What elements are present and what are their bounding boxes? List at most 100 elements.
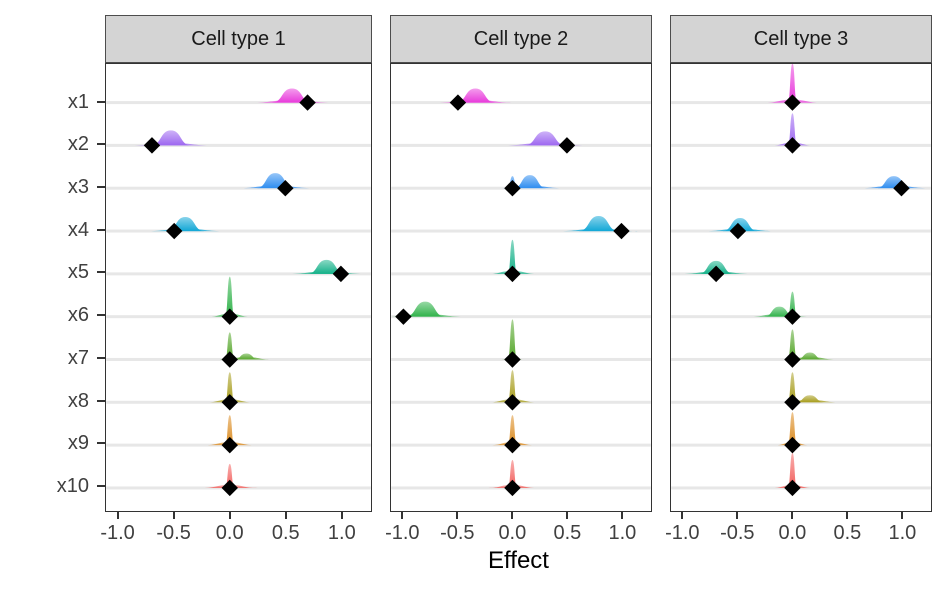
x-tick-label: 1.0 xyxy=(327,522,356,544)
y-tick-mark xyxy=(97,399,105,402)
point-diamond-x2 xyxy=(143,137,161,154)
point-diamond-x2 xyxy=(558,137,576,154)
density-x10 xyxy=(225,463,235,488)
y-tick-label: x6 xyxy=(67,304,89,327)
x-tick-label: 1.0 xyxy=(608,522,637,544)
x-tick-mark xyxy=(791,512,794,519)
density-x2 xyxy=(150,130,191,146)
y-tick-label: x2 xyxy=(67,133,89,156)
point-diamond-x8 xyxy=(221,394,238,411)
gridline xyxy=(106,229,371,233)
x-tick-mark xyxy=(566,512,569,519)
gridline xyxy=(391,229,651,233)
density-x6 xyxy=(787,291,797,317)
facet-strip-label: Cell type 2 xyxy=(473,27,569,50)
y-tick-mark xyxy=(97,271,105,274)
point-diamond-x4 xyxy=(729,222,747,240)
point-diamond-x8 xyxy=(504,394,521,411)
x-tick-mark xyxy=(116,512,119,519)
density-x8 xyxy=(795,395,825,403)
x-tick-mark xyxy=(621,512,624,519)
x-tick-label: 0.0 xyxy=(778,522,807,544)
y-tick-mark xyxy=(97,314,105,317)
y-tick-label: x4 xyxy=(67,218,89,241)
x-tick-label: 0.5 xyxy=(833,522,862,544)
point-diamond-x10 xyxy=(784,479,801,497)
point-diamond-x9 xyxy=(784,436,801,454)
x-tick-mark xyxy=(340,512,343,519)
y-tick-label: x5 xyxy=(67,261,89,284)
x-tick-label: -1.0 xyxy=(100,522,135,544)
point-diamond-x8 xyxy=(784,394,801,411)
gridline xyxy=(671,357,931,361)
y-tick-label: x3 xyxy=(67,175,89,198)
density-x2 xyxy=(524,131,566,146)
point-diamond-x7 xyxy=(504,351,521,368)
point-diamond-x3 xyxy=(277,179,294,197)
density-x7 xyxy=(234,353,259,360)
gridline xyxy=(106,272,371,276)
gridline xyxy=(106,400,371,404)
gridline xyxy=(106,357,371,361)
density-x7 xyxy=(507,319,517,360)
y-tick-mark xyxy=(97,185,105,188)
x-tick-mark xyxy=(401,512,404,519)
x-tick-mark xyxy=(736,512,739,519)
gridline xyxy=(106,186,371,190)
facet-strip-label: Cell type 1 xyxy=(191,27,286,50)
point-diamond-x10 xyxy=(504,479,521,497)
panel-canvas xyxy=(671,64,931,497)
point-diamond-x3 xyxy=(893,179,910,197)
point-diamond-x1 xyxy=(784,94,801,111)
facet-strip: Cell type 1 xyxy=(105,15,372,63)
y-tick-mark xyxy=(97,228,105,231)
density-x8 xyxy=(225,372,235,403)
point-diamond-x5 xyxy=(332,265,350,283)
y-tick-mark xyxy=(97,442,105,445)
x-tick-mark xyxy=(511,512,514,519)
x-axis: -1.0 -0.5 0.0 0.5 1.0 xyxy=(385,512,652,557)
panel-canvas xyxy=(391,88,651,497)
gridline xyxy=(671,143,931,147)
point-diamond-x7 xyxy=(221,351,238,368)
density-x4 xyxy=(722,218,758,232)
y-tick-mark xyxy=(97,356,105,359)
gridline xyxy=(671,400,931,404)
density-x9 xyxy=(787,412,797,446)
panel-canvas xyxy=(106,88,371,497)
point-diamond-x5 xyxy=(707,265,725,283)
density-x7 xyxy=(796,352,823,360)
y-tick-label: x1 xyxy=(67,90,89,113)
x-axis: -1.0 -0.5 0.0 0.5 1.0 xyxy=(665,512,932,557)
point-diamond-x1 xyxy=(449,94,467,111)
point-diamond-x5 xyxy=(504,265,521,283)
density-x6 xyxy=(225,276,235,317)
y-tick-label: x10 xyxy=(56,474,89,497)
x-tick-label: -1.0 xyxy=(665,522,700,544)
x-tick-label: 1.0 xyxy=(888,522,917,544)
gridline xyxy=(106,143,371,147)
point-diamond-x6 xyxy=(221,308,238,325)
gridline xyxy=(391,101,651,105)
density-x10 xyxy=(787,452,797,488)
gridline xyxy=(391,186,651,190)
point-diamond-x6 xyxy=(395,308,412,325)
density-x7 xyxy=(787,329,797,360)
facet-panel xyxy=(105,63,372,512)
facet-cell-type-2: Cell type 2 -1.0 -0.5 0.0 0.5 1.0 xyxy=(385,0,652,600)
gridline xyxy=(391,357,651,361)
y-tick-label: x9 xyxy=(67,432,89,455)
point-diamond-x7 xyxy=(784,351,801,368)
gridline xyxy=(106,101,371,105)
y-axis: x1 x2 x3 x4 x5 x6 x7 x8 x9 x10 xyxy=(0,0,105,600)
y-tick-mark xyxy=(97,100,105,103)
gridline xyxy=(391,400,651,404)
point-diamond-x2 xyxy=(784,137,801,154)
point-diamond-x3 xyxy=(504,179,521,197)
x-tick-mark xyxy=(456,512,459,519)
point-diamond-x10 xyxy=(221,479,238,497)
x-tick-mark xyxy=(901,512,904,519)
density-x1 xyxy=(455,88,495,103)
density-x9 xyxy=(507,415,517,446)
